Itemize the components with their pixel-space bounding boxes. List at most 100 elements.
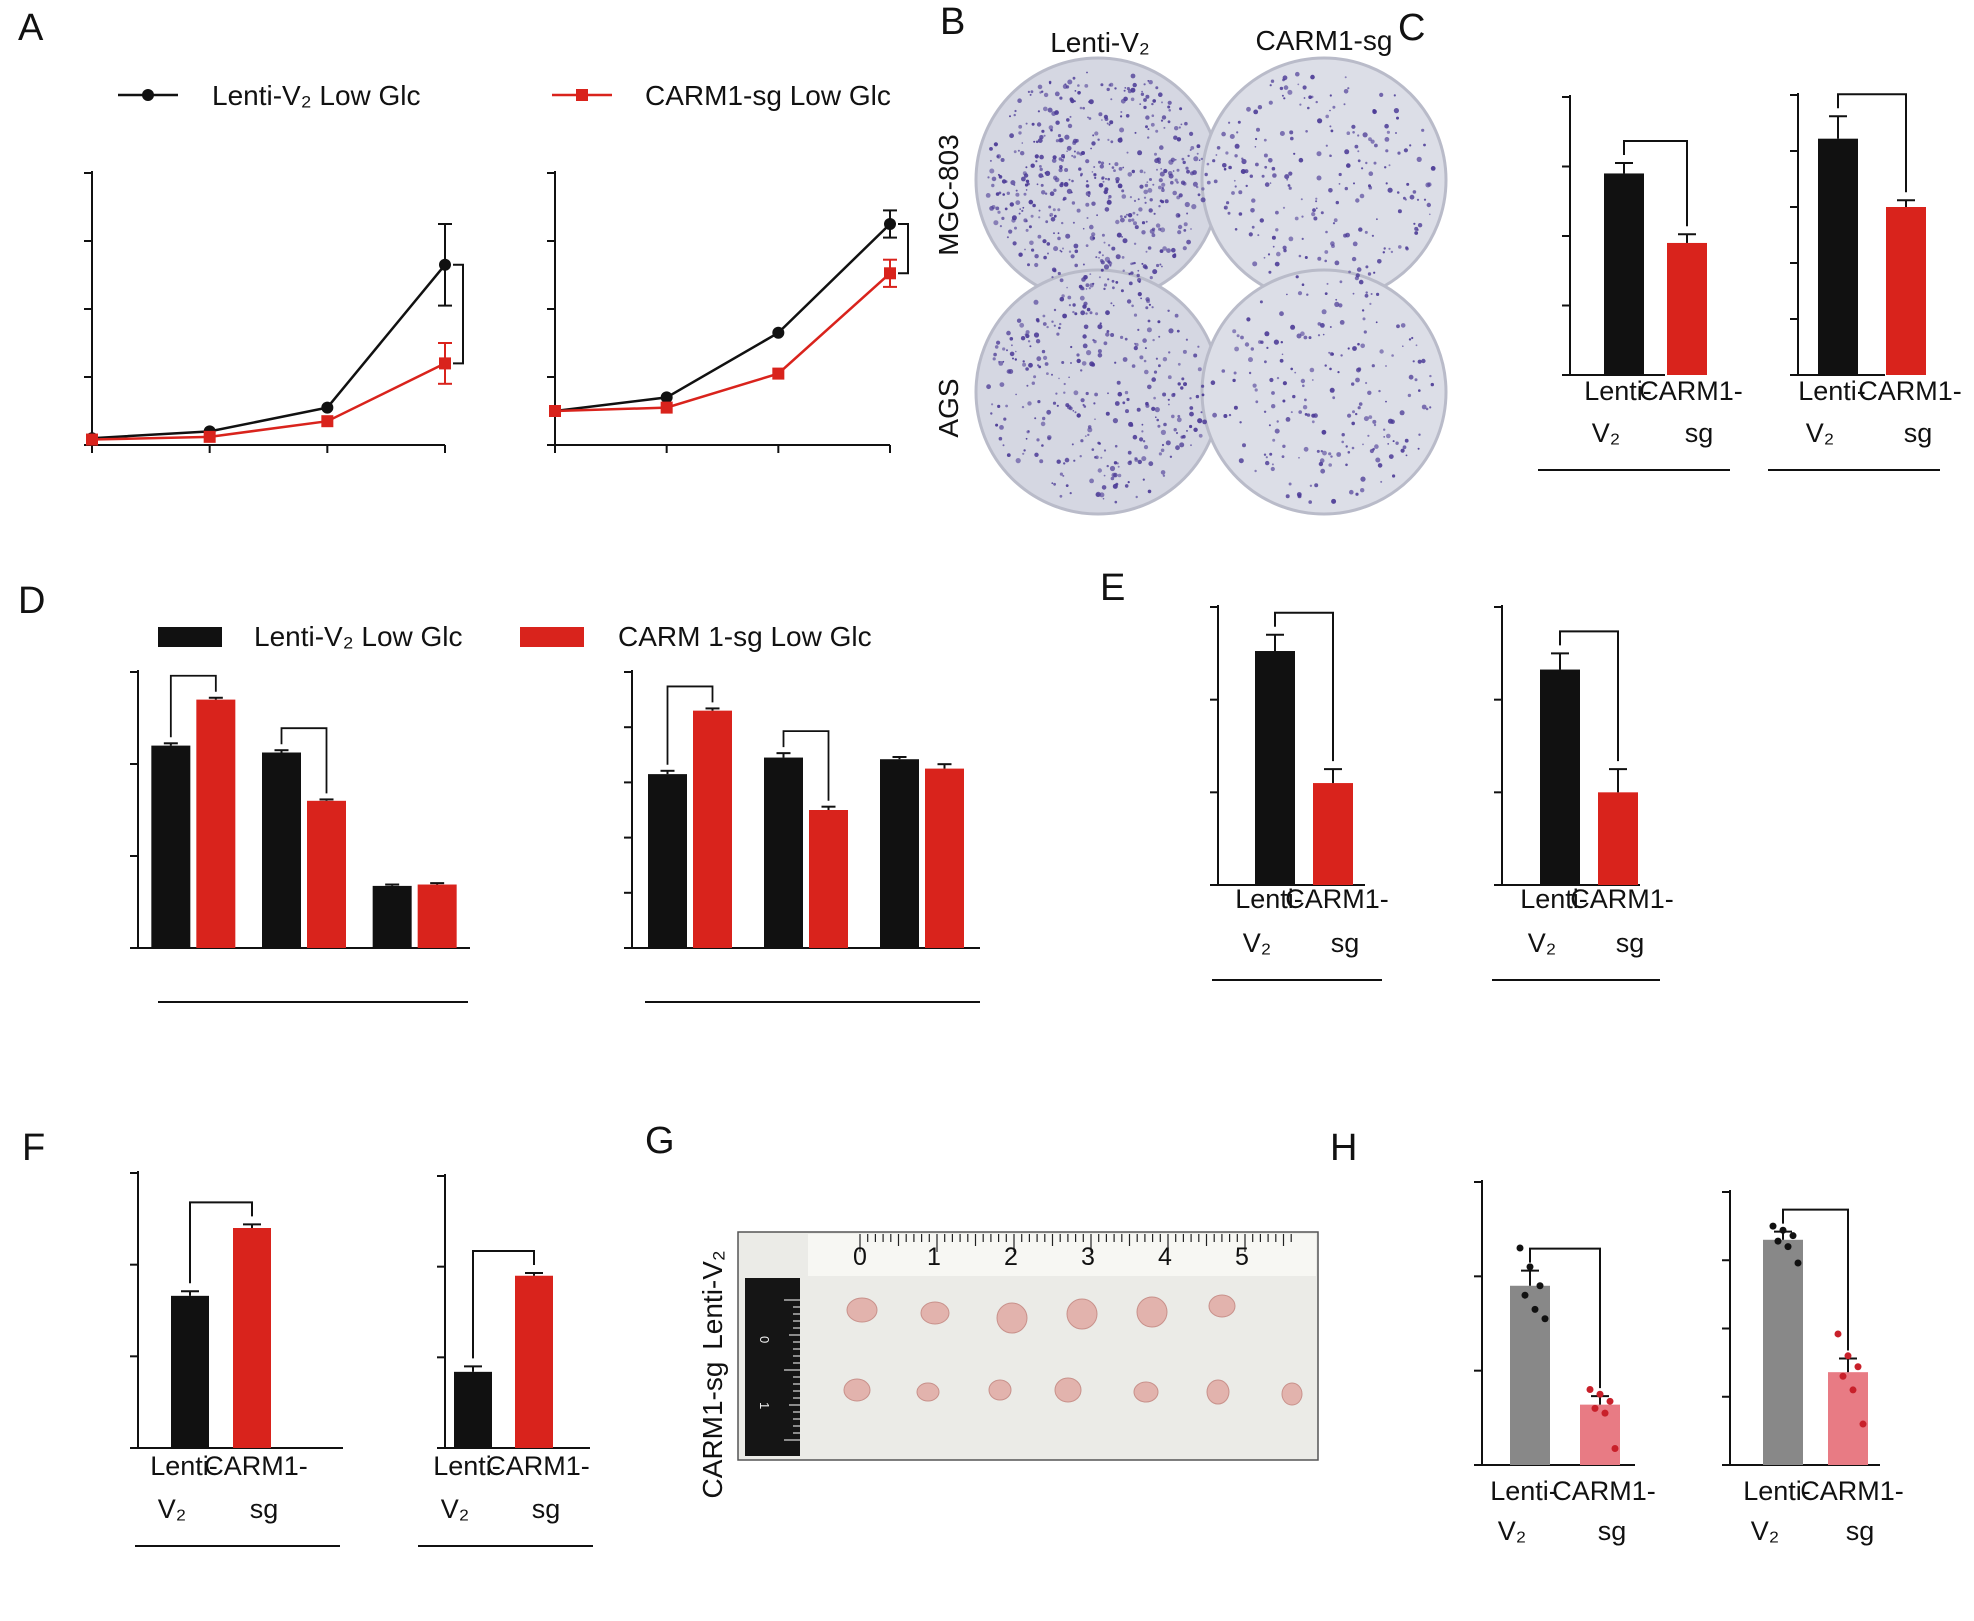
colony-dot <box>1176 329 1180 333</box>
x-category-label: CARM1-sg <box>1570 884 1674 958</box>
colony-dot <box>1281 353 1284 356</box>
colony-dot <box>1143 171 1146 174</box>
colony-dot <box>1234 154 1238 158</box>
colony-dot <box>1002 444 1005 447</box>
tumor <box>1136 1296 1168 1328</box>
colony-dot <box>1072 410 1075 412</box>
colony-dot <box>1369 302 1372 305</box>
colony-dot <box>1359 193 1365 199</box>
colony-dot <box>1254 469 1257 473</box>
colony-dot <box>1053 324 1056 327</box>
colony-dot <box>1180 386 1184 390</box>
colony-dot <box>1122 357 1128 362</box>
ruler-number-2: 2 <box>1004 1243 1018 1271</box>
individual-point <box>1606 1397 1614 1405</box>
colony-dot <box>1120 217 1125 223</box>
colony-dot <box>1011 218 1016 223</box>
colony-dot <box>1272 173 1277 178</box>
colony-dot <box>1102 180 1105 183</box>
colony-dot <box>1057 134 1062 138</box>
colony-dot <box>1013 113 1016 117</box>
colony-dot <box>1360 476 1366 482</box>
x-category-label: Lenti-V₂ <box>1235 884 1303 958</box>
colony-dot <box>1407 393 1412 398</box>
colony-dot <box>1070 98 1075 104</box>
colony-dot <box>1135 342 1139 347</box>
colony-dot <box>1101 119 1103 121</box>
series-line-carm1 <box>554 272 891 413</box>
colony-dot <box>1313 413 1318 418</box>
colony-dot <box>1155 223 1161 228</box>
bar-lenti-v2 <box>372 885 412 948</box>
colony-dot <box>1283 97 1286 100</box>
colony-dot <box>1175 431 1179 435</box>
colony-dot <box>1426 202 1432 208</box>
panel-label-c: C <box>1398 7 1425 49</box>
colony-dot <box>1087 427 1093 433</box>
colony-dot <box>1136 273 1140 278</box>
colony-dot <box>1066 145 1072 151</box>
colony-dot <box>1270 466 1275 472</box>
x-category-label: Lenti-V₂ <box>1584 376 1652 448</box>
colony-dot <box>1106 330 1110 333</box>
colony-dot <box>1356 267 1362 272</box>
colony-dot <box>1396 191 1400 194</box>
colony-dot <box>1251 225 1255 229</box>
colony-dot <box>1264 165 1268 169</box>
legend-d-item-1: Lenti-V₂ Low Glc <box>254 621 463 652</box>
chart-a-ags-growth <box>547 171 909 453</box>
series-line-carm1 <box>91 362 446 441</box>
colony-dot <box>1101 254 1104 257</box>
colony-dot <box>1175 445 1180 451</box>
colony-dot <box>1286 178 1289 181</box>
colony-dot <box>1362 443 1364 446</box>
colony-dot <box>1355 198 1360 203</box>
colony-dot <box>985 193 991 198</box>
colony-dot <box>1399 410 1405 416</box>
colony-dot <box>1319 458 1325 463</box>
tumor <box>916 1382 940 1402</box>
colony-dot <box>1373 271 1376 274</box>
colony-dot <box>1265 456 1268 459</box>
colony-dot <box>1374 143 1378 148</box>
colony-dot <box>1009 202 1014 207</box>
panel-g-tumor-photo: 0 1 2 3 4 5 0 1 Lenti-V₂ CARM1-sg <box>697 1231 1319 1498</box>
colony-dot <box>1409 144 1412 147</box>
colony-dot <box>1200 411 1203 414</box>
colony-dot <box>1357 134 1360 137</box>
colony-dot <box>1066 188 1072 194</box>
colony-dot <box>1174 126 1179 131</box>
colony-dot <box>1197 418 1203 424</box>
colony-dot <box>1147 136 1150 139</box>
colony-dot <box>1282 399 1286 403</box>
colony-dot <box>1238 212 1243 216</box>
colony-dot <box>1160 168 1163 170</box>
colony-dot <box>1037 110 1040 113</box>
colony-dot <box>1374 444 1379 449</box>
colony-dot <box>1035 160 1038 163</box>
colony-dot <box>1085 191 1091 197</box>
individual-point <box>1521 1291 1529 1299</box>
colony-dot <box>1263 453 1267 456</box>
colony-dot <box>1129 460 1132 464</box>
colony-dot <box>1030 163 1035 168</box>
colony-dot <box>1364 230 1368 234</box>
colony-dot <box>1080 398 1085 403</box>
individual-point <box>1601 1409 1609 1417</box>
colony-dot <box>1429 406 1432 409</box>
data-point <box>660 391 673 404</box>
colony-dot <box>1332 396 1336 400</box>
colony-dot <box>1062 156 1065 159</box>
colony-dot <box>1310 74 1315 80</box>
colony-dot <box>1152 338 1155 342</box>
colony-dot <box>998 361 1004 366</box>
colony-dot <box>1011 344 1013 347</box>
colony-dot <box>1131 304 1134 308</box>
colony-dot <box>1161 182 1166 187</box>
colony-dot <box>1328 351 1331 354</box>
colony-dot <box>1056 404 1059 407</box>
colony-dot <box>1028 362 1033 368</box>
colony-dot <box>1182 181 1187 186</box>
colony-dot <box>1286 293 1288 296</box>
colony-dot <box>1103 474 1106 477</box>
